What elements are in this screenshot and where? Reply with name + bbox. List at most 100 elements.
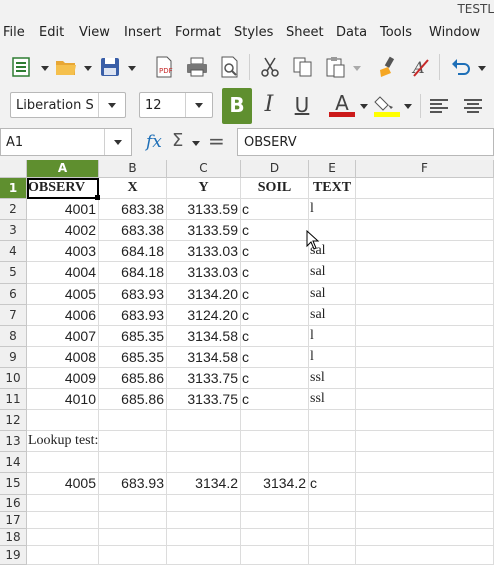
cell-f3[interactable] [356,220,494,241]
cell-a4[interactable]: 4003 [27,241,99,262]
cell-a5[interactable]: 4004 [27,262,99,284]
cell-a11[interactable]: 4010 [27,389,99,410]
column-header-e[interactable]: E [309,160,356,178]
name-box[interactable]: A1 [0,128,132,156]
cell-f7[interactable] [356,305,494,326]
cell-e9[interactable]: l [309,347,356,368]
cell-f15[interactable] [356,473,494,495]
font-color-button[interactable]: A [335,91,349,115]
undo-dropdown-caret[interactable] [478,66,486,71]
menu-insert[interactable]: Insert [124,25,162,40]
cell-c9[interactable]: 3134.58 [167,347,241,368]
cell-e10[interactable]: ssl [309,368,356,389]
function-wizard-icon[interactable]: fx [146,132,162,152]
row-header-2[interactable]: 2 [0,199,27,220]
copy-icon[interactable] [292,56,314,78]
cell-b7[interactable]: 683.93 [99,305,167,326]
cell-b2[interactable]: 683.38 [99,199,167,220]
menu-styles[interactable]: Styles [234,25,274,40]
row-header-1[interactable]: 1 [0,178,27,199]
font-name-dropdown[interactable] [98,93,125,117]
cell-d2[interactable]: c [241,199,309,220]
cell-f11[interactable] [356,389,494,410]
cell-d7[interactable]: c [241,305,309,326]
row-header-8[interactable]: 8 [0,326,27,347]
cell-b1[interactable]: X [99,178,167,199]
row-header-13[interactable]: 13 [0,431,27,452]
cell-d17[interactable] [241,512,309,529]
cell-c12[interactable] [167,410,241,431]
cell-b6[interactable]: 683.93 [99,284,167,305]
cell-f17[interactable] [356,512,494,529]
cell-a10[interactable]: 4009 [27,368,99,389]
row-header-17[interactable]: 17 [0,512,27,529]
cell-e8[interactable]: l [309,326,356,347]
spreadsheet-grid[interactable]: A B C D E F 1 2 3 4 5 6 7 8 9 10 11 12 13 14 15 16 17 18 19 OBSER… [0,160,494,565]
font-size-dropdown[interactable] [185,93,212,117]
cell-b13[interactable] [99,431,167,452]
cell-f13[interactable] [356,431,494,452]
cell-a15[interactable]: 4005 [27,473,99,495]
cell-b19[interactable] [99,546,167,565]
cell-d12[interactable] [241,410,309,431]
row-header-3[interactable]: 3 [0,220,27,241]
cell-e2[interactable]: l [309,199,356,220]
cell-c13[interactable] [167,431,241,452]
cell-c1[interactable]: Y [167,178,241,199]
cell-c18[interactable] [167,529,241,546]
cell-e15[interactable]: c [309,473,356,495]
cell-a17[interactable] [27,512,99,529]
column-header-c[interactable]: C [167,160,241,178]
undo-icon[interactable] [450,56,472,78]
cell-e18[interactable] [309,529,356,546]
cell-c5[interactable]: 3133.03 [167,262,241,284]
cell-b8[interactable]: 685.35 [99,326,167,347]
cell-e11[interactable]: ssl [309,389,356,410]
cell-f16[interactable] [356,495,494,512]
cell-c16[interactable] [167,495,241,512]
cell-e14[interactable] [309,452,356,473]
cell-a9[interactable]: 4008 [27,347,99,368]
clear-formatting-icon[interactable]: A [410,56,432,78]
cell-c19[interactable] [167,546,241,565]
cell-a19[interactable] [27,546,99,565]
cell-d19[interactable] [241,546,309,565]
new-dropdown-caret[interactable] [41,66,49,71]
row-header-4[interactable]: 4 [0,241,27,262]
cell-c2[interactable]: 3133.59 [167,199,241,220]
name-box-dropdown[interactable] [104,129,131,155]
bold-button[interactable]: B [222,88,252,124]
cell-b16[interactable] [99,495,167,512]
cell-f6[interactable] [356,284,494,305]
cell-d11[interactable]: c [241,389,309,410]
row-header-19[interactable]: 19 [0,546,27,565]
cell-f2[interactable] [356,199,494,220]
paste-icon[interactable] [324,56,346,78]
cell-d1[interactable]: SOIL [241,178,309,199]
open-folder-icon[interactable] [55,56,77,78]
cell-e3[interactable] [309,220,356,241]
cell-a16[interactable] [27,495,99,512]
cell-e16[interactable] [309,495,356,512]
cell-c14[interactable] [167,452,241,473]
select-all-corner[interactable] [0,160,27,178]
cell-e6[interactable]: sal [309,284,356,305]
menu-format[interactable]: Format [175,25,221,40]
cell-c11[interactable]: 3133.75 [167,389,241,410]
menu-sheet[interactable]: Sheet [286,25,324,40]
menu-window[interactable]: Window [429,25,481,40]
cell-b18[interactable] [99,529,167,546]
cell-d5[interactable]: c [241,262,309,284]
menu-data[interactable]: Data [336,25,368,40]
paste-dropdown-caret[interactable] [353,66,361,71]
cell-c17[interactable] [167,512,241,529]
font-name-combo[interactable]: Liberation S [10,92,126,118]
clone-formatting-icon[interactable] [377,56,399,78]
cell-c4[interactable]: 3133.03 [167,241,241,262]
row-header-7[interactable]: 7 [0,305,27,326]
cell-c10[interactable]: 3133.75 [167,368,241,389]
cell-f18[interactable] [356,529,494,546]
cell-d18[interactable] [241,529,309,546]
cell-a3[interactable]: 4002 [27,220,99,241]
cell-e19[interactable] [309,546,356,565]
